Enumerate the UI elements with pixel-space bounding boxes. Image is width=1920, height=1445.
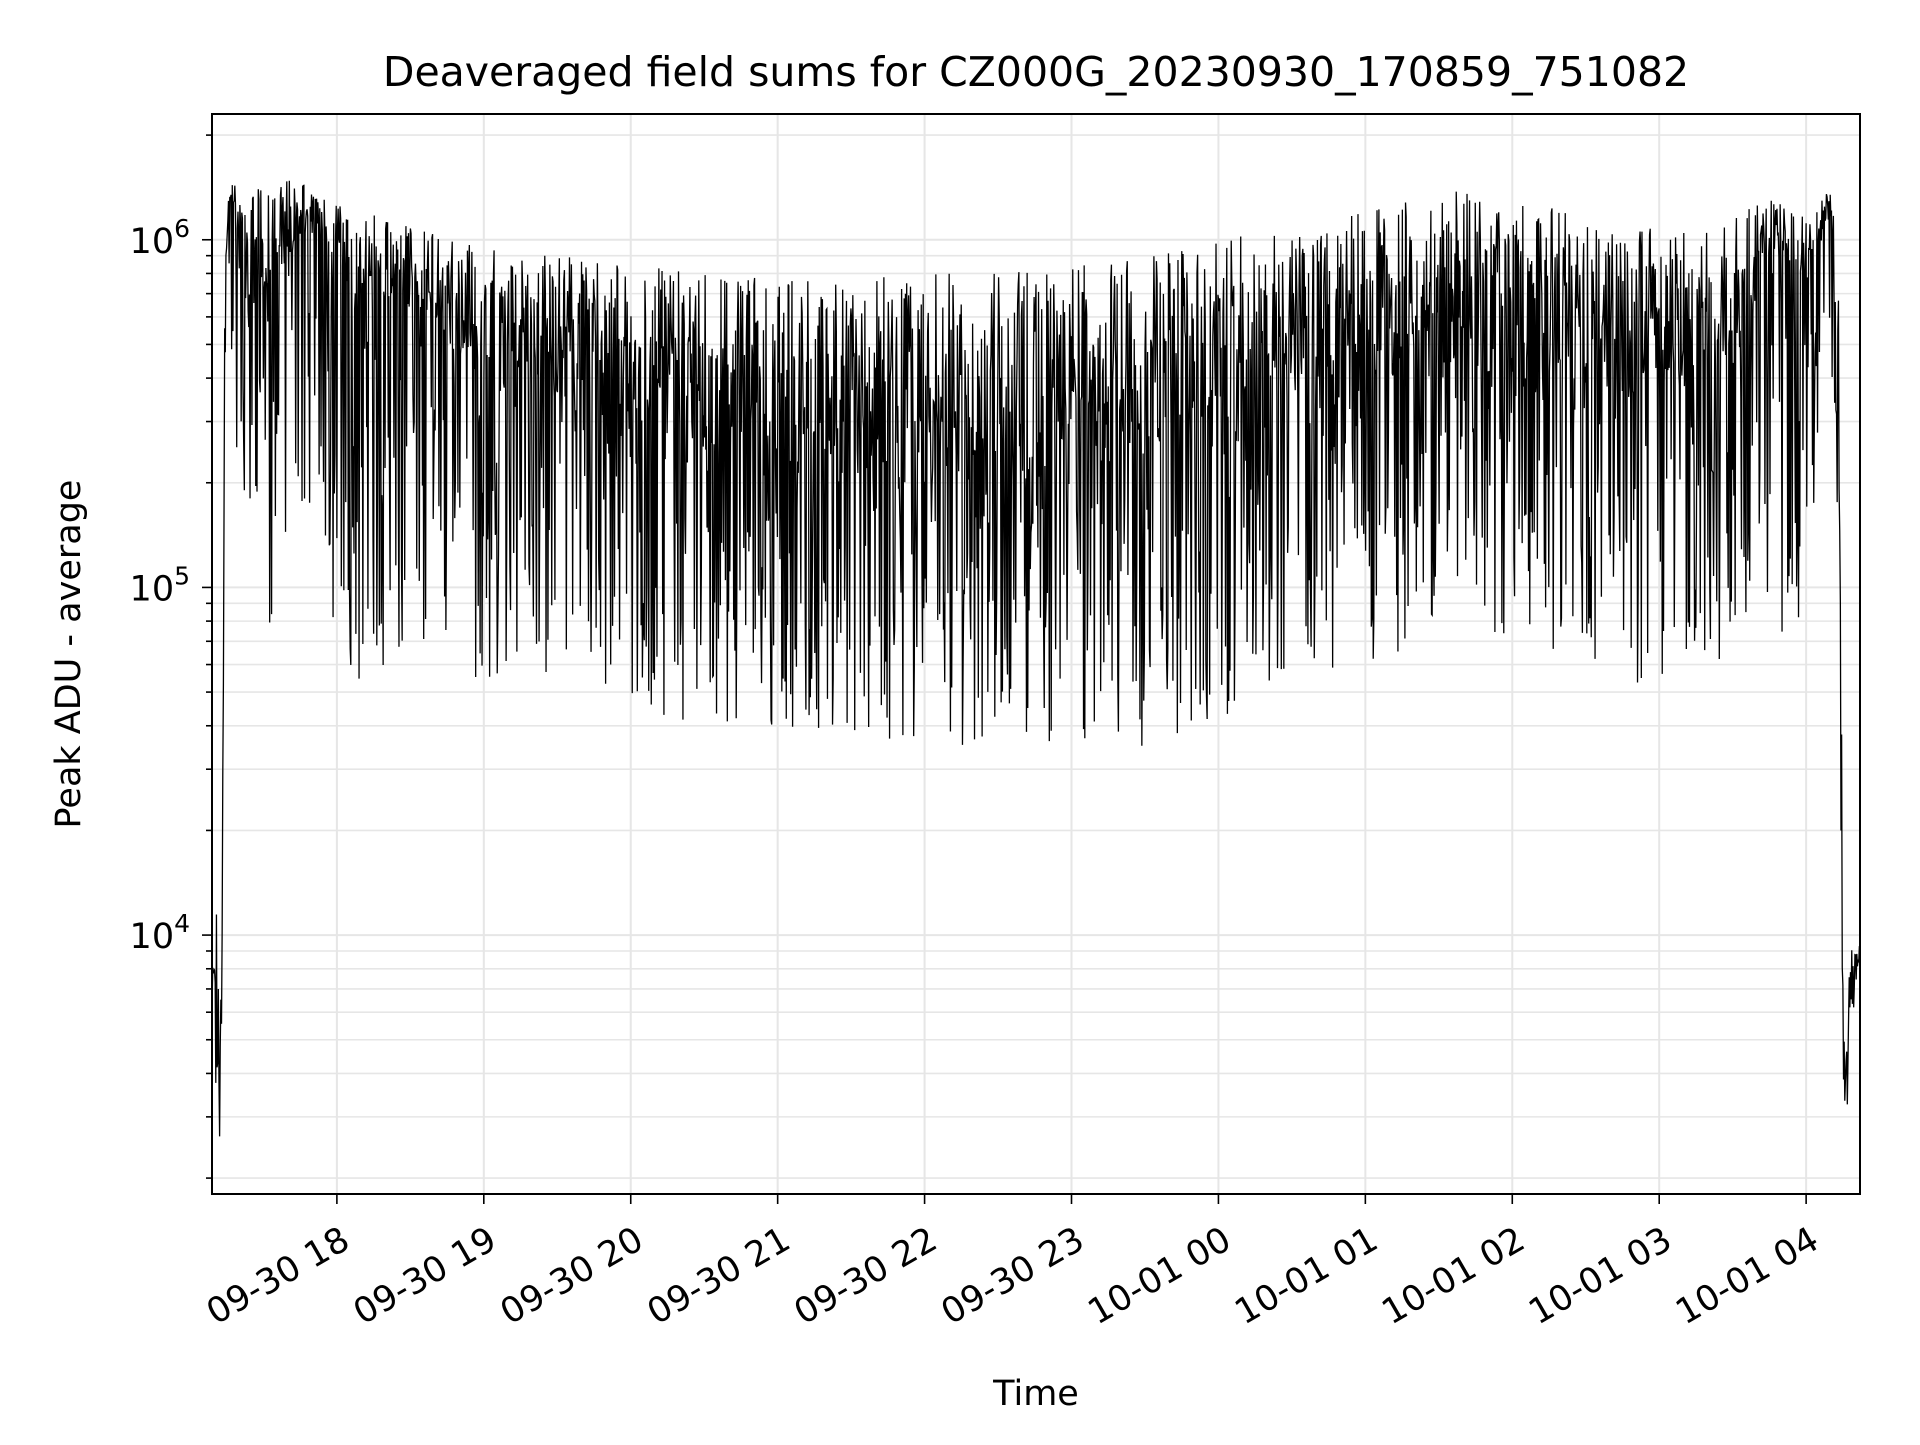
y-tick-label-base: 10 [130,917,175,957]
chart-title: Deaveraged field sums for CZ000G_2023093… [383,48,1689,96]
y-tick-label: 106 [130,214,190,262]
y-tick-label-base: 10 [130,569,175,609]
x-axis-label: Time [992,1374,1079,1414]
y-tick-label-base: 10 [130,222,175,262]
data-series [211,180,1861,1137]
series-line [211,180,1861,1137]
y-tick-label-exponent: 4 [174,909,190,938]
y-tick-label: 105 [130,561,190,609]
y-tick-label-exponent: 6 [174,214,190,243]
y-tick-label-exponent: 5 [174,561,190,590]
y-tick-label: 104 [130,909,190,957]
grid-lines [212,114,1860,1194]
plot-frame [211,113,1861,1195]
y-axis-label: Peak ADU - average [49,480,89,829]
